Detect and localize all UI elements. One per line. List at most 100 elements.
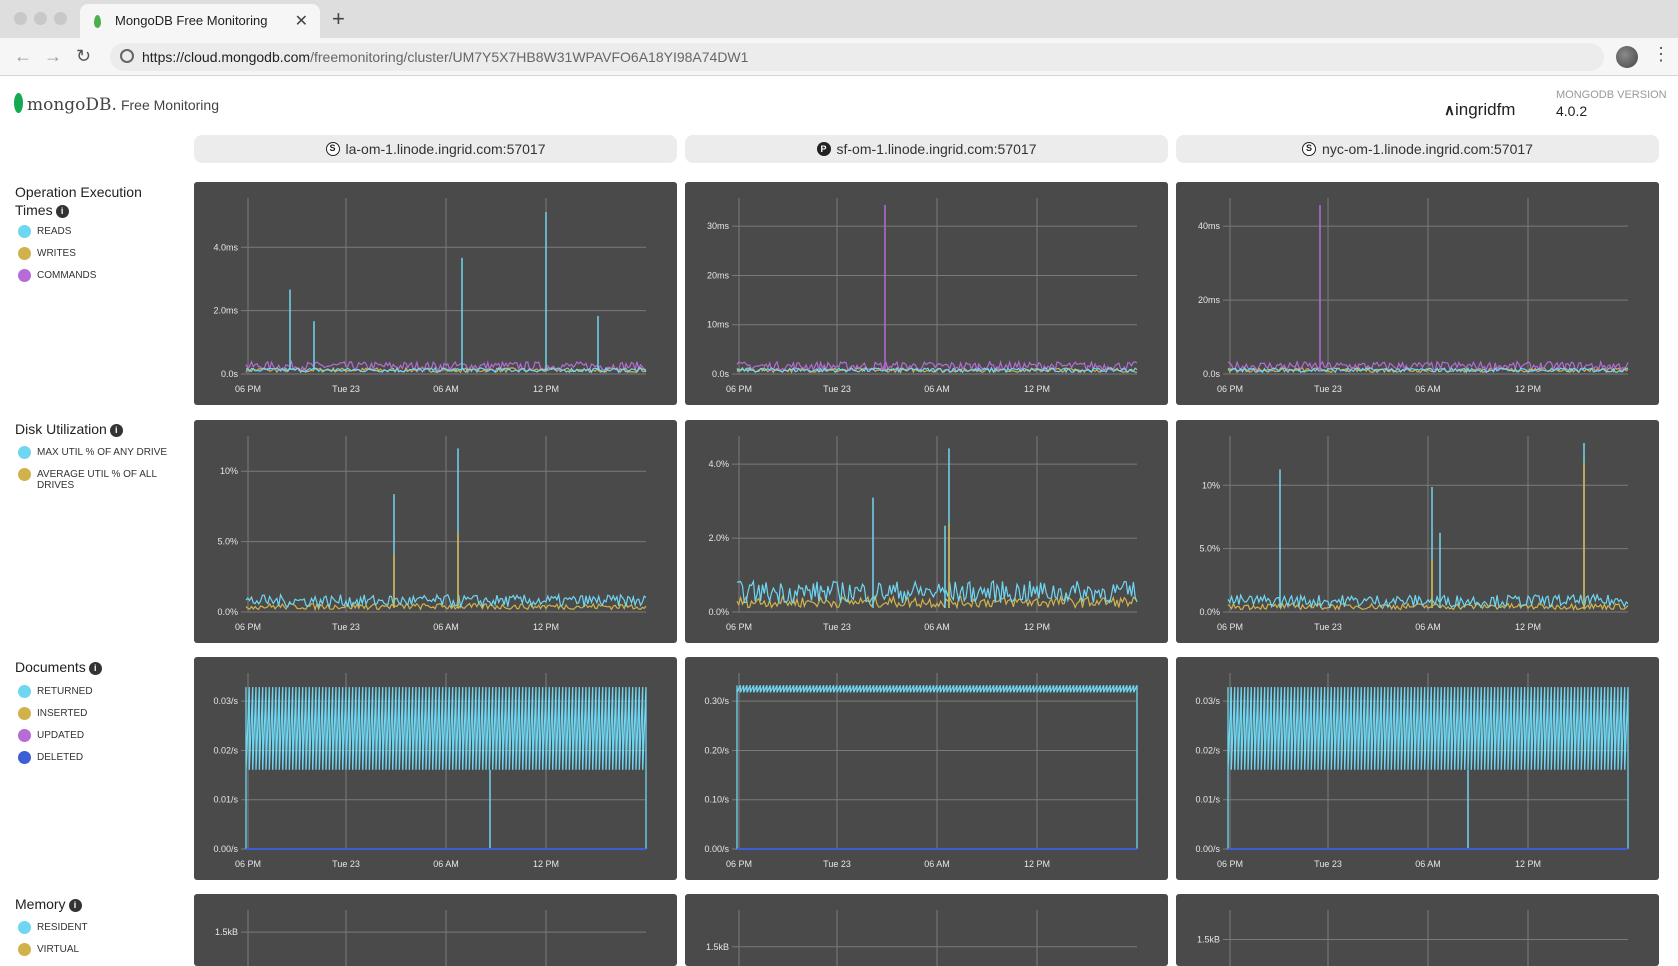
legend-dot [18, 468, 31, 481]
legend-item-resident[interactable]: RESIDENT [18, 921, 168, 934]
chart-panel[interactable]: 06 PM Tue 23 06 AM 12 PM 0.0% 2.0% 4.0% [685, 420, 1168, 643]
x-tick-label: 06 PM [235, 859, 261, 869]
browser-tab[interactable]: MongoDB Free Monitoring ✕ [80, 4, 320, 38]
secondary-role-icon: S [325, 142, 340, 156]
mongodb-logo[interactable]: mongoDB. Free Monitoring [14, 93, 219, 115]
chart-panel[interactable]: 06 PM Tue 23 06 AM 12 PM 0.0s 10ms 20ms 30ms [685, 182, 1168, 405]
y-tick-label: 0.0s [221, 369, 239, 379]
y-tick-label: 1.5kB [215, 927, 238, 937]
x-tick-label: 06 AM [1415, 384, 1441, 394]
section-title-memory: Memory i [15, 895, 155, 913]
x-tick-label: Tue 23 [332, 859, 360, 869]
x-tick-label: 06 AM [433, 622, 459, 632]
chart-panel[interactable]: 06 PM Tue 23 06 AM 12 PM 0.0s 2.0ms 4.0ms [194, 182, 677, 405]
legend-item-returned[interactable]: RETURNED [18, 685, 168, 698]
window-minimize-button[interactable] [34, 12, 47, 25]
x-tick-label: 06 PM [1217, 384, 1243, 394]
y-tick-label: 0.00/s [213, 844, 238, 854]
mongodb-leaf-icon [94, 15, 101, 28]
chart-panel[interactable]: 06 PM Tue 23 06 AM 12 PM 0.00/s 0.10/s 0.20/s 0… [685, 657, 1168, 880]
host-header: S nyc-om-1.linode.ingrid.com:57017 [1176, 135, 1659, 163]
x-tick-label: 06 AM [433, 859, 459, 869]
window-zoom-button[interactable] [54, 12, 67, 25]
browser-menu-icon[interactable]: ⋮ [1652, 44, 1670, 64]
legend-item-commands[interactable]: COMMANDS [18, 269, 168, 282]
chart-panel[interactable]: 06 PM Tue 23 06 AM 12 PM 0.0% 5.0% 10% [194, 420, 677, 643]
legend-item-max-util[interactable]: MAX UTIL % OF ANY DRIVE [18, 446, 168, 459]
chart-panel[interactable]: 1.5kB [1176, 894, 1659, 966]
chart-panel[interactable]: 06 PM Tue 23 06 AM 12 PM 0.0% 5.0% 10% [1176, 420, 1659, 643]
chart-svg: 06 PM Tue 23 06 AM 12 PM 0.0s 20ms 40ms [1198, 198, 1629, 394]
legend-label: VIRTUAL [37, 944, 80, 955]
y-tick-label: 0.00/s [704, 844, 729, 854]
legend: RESIDENT VIRTUAL [18, 921, 168, 966]
legend-label: AVERAGE UTIL % OF ALL DRIVES [37, 469, 157, 491]
url-text: https://cloud.mongodb.com/freemonitoring… [142, 49, 748, 65]
info-icon[interactable]: i [88, 662, 102, 675]
x-tick-label: Tue 23 [1314, 384, 1342, 394]
x-tick-label: 06 AM [924, 622, 950, 632]
legend: MAX UTIL % OF ANY DRIVE AVERAGE UTIL % O… [18, 446, 168, 502]
section-title-documents: Documents i [15, 658, 155, 676]
legend-item-inserted[interactable]: INSERTED [18, 707, 168, 720]
y-tick-label: 10% [220, 466, 238, 476]
forward-arrow-icon[interactable]: → [44, 46, 62, 66]
series-line [736, 685, 1138, 849]
host-name: nyc-om-1.linode.ingrid.com:57017 [1322, 141, 1533, 157]
series-line [1227, 593, 1629, 609]
y-tick-label: 0.0s [1203, 369, 1221, 379]
x-tick-label: 06 AM [924, 859, 950, 869]
legend-dot [18, 247, 31, 260]
x-tick-label: 12 PM [1024, 622, 1050, 632]
new-tab-button[interactable]: + [332, 6, 345, 31]
x-tick-label: Tue 23 [332, 384, 360, 394]
site-info-icon[interactable] [120, 49, 134, 63]
legend-label: COMMANDS [37, 270, 97, 281]
tab-close-icon[interactable]: ✕ [294, 13, 308, 30]
section-title-text: Disk Utilization [15, 421, 107, 437]
host-name: sf-om-1.linode.ingrid.com:57017 [836, 141, 1037, 157]
chart-panel[interactable]: 06 PM Tue 23 06 AM 12 PM 0.00/s 0.01/s 0.02/s 0… [1176, 657, 1659, 880]
section-title-operation-execution-times: Operation Execution Times i [15, 183, 155, 219]
chart-panel[interactable]: 1.5kB [194, 894, 677, 966]
legend-item-reads[interactable]: READS [18, 225, 168, 238]
y-tick-label: 0.0% [708, 607, 729, 617]
x-tick-label: Tue 23 [332, 622, 360, 632]
chart-svg: 06 PM Tue 23 06 AM 12 PM 0.00/s 0.01/s 0.02/s 0… [1195, 673, 1629, 869]
back-arrow-icon[interactable]: ← [14, 46, 32, 66]
x-tick-label: Tue 23 [823, 622, 851, 632]
section-title-disk-utilization: Disk Utilization i [15, 420, 155, 438]
legend-item-updated[interactable]: UPDATED [18, 729, 168, 742]
section-title-text: Operation Execution Times [15, 184, 142, 218]
legend-item-average-util[interactable]: AVERAGE UTIL % OF ALL DRIVES [18, 468, 168, 491]
chart-svg: 1.5kB [706, 910, 1137, 966]
chart-panel[interactable]: 1.5kB [685, 894, 1168, 966]
chart-panel[interactable]: 06 PM Tue 23 06 AM 12 PM 0.0s 20ms 40ms [1176, 182, 1659, 405]
legend-item-writes[interactable]: WRITES [18, 247, 168, 260]
series-line [1227, 601, 1629, 612]
legend-label: MAX UTIL % OF ANY DRIVE [37, 447, 168, 458]
legend-item-deleted[interactable]: DELETED [18, 751, 168, 764]
profile-avatar[interactable] [1616, 46, 1638, 68]
legend-label: WRITES [37, 248, 76, 259]
chart-svg: 1.5kB [1197, 910, 1628, 966]
x-tick-label: 12 PM [533, 622, 559, 632]
y-tick-label: 0.02/s [213, 745, 238, 755]
x-tick-label: 06 PM [726, 384, 752, 394]
reload-icon[interactable]: ↻ [76, 46, 92, 66]
host-name: la-om-1.linode.ingrid.com:57017 [345, 141, 546, 157]
info-icon[interactable]: i [55, 205, 69, 218]
window-close-button[interactable] [14, 12, 27, 25]
y-tick-label: 0.30/s [704, 696, 729, 706]
legend: READS WRITES COMMANDS [18, 225, 168, 292]
x-tick-label: 06 AM [924, 384, 950, 394]
legend-item-virtual[interactable]: VIRTUAL [18, 943, 168, 956]
series-line [245, 592, 647, 609]
info-icon[interactable]: i [68, 899, 82, 912]
info-icon[interactable]: i [109, 424, 123, 437]
product-name: Free Monitoring [120, 97, 219, 113]
browser-toolbar: ← → ↻ https://cloud.mongodb.com/freemoni… [0, 38, 1678, 76]
y-tick-label: 1.5kB [706, 942, 729, 952]
chart-panel[interactable]: 06 PM Tue 23 06 AM 12 PM 0.00/s 0.01/s 0.02/s 0… [194, 657, 677, 880]
address-bar[interactable]: https://cloud.mongodb.com/freemonitoring… [110, 43, 1604, 71]
